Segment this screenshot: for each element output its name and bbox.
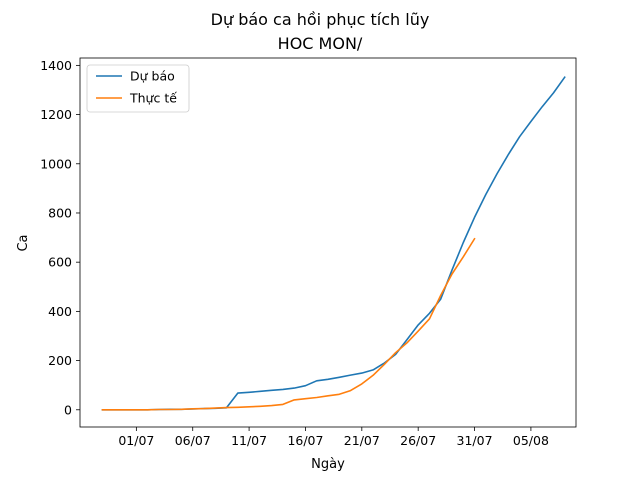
x-tick-label: 16/07 xyxy=(287,433,323,448)
legend-label-actual: Thực tế xyxy=(129,91,177,106)
y-tick-label: 200 xyxy=(48,353,72,368)
axes-layer: 01/07 06/07 11/07 16/07 21/07 26/07 31/07 05/08… xyxy=(40,58,549,448)
y-tick-label: 600 xyxy=(48,255,72,270)
x-tick-label: 21/07 xyxy=(344,433,380,448)
x-tick-label: 11/07 xyxy=(231,433,267,448)
y-tick-label: 1000 xyxy=(40,156,72,171)
chart-subtitle: HOC MON/ xyxy=(278,34,363,53)
plot-frame xyxy=(79,57,577,428)
legend-label-forecast: Dự báo xyxy=(130,69,175,84)
chart-title: Dự báo ca hồi phục tích lũy xyxy=(211,10,430,29)
series-line-1 xyxy=(101,237,476,411)
y-tick-label: 400 xyxy=(48,304,72,319)
y-axis-label: Ca xyxy=(16,234,31,251)
x-tick-label: 05/08 xyxy=(513,433,549,448)
x-axis-label: Ngày xyxy=(311,457,345,472)
series-layer xyxy=(101,76,566,411)
y-tick-label: 1400 xyxy=(40,58,72,73)
x-tick-label: 31/07 xyxy=(457,433,493,448)
y-tick-label: 0 xyxy=(64,402,72,417)
x-tick-label: 01/07 xyxy=(118,433,154,448)
x-tick-label: 26/07 xyxy=(400,433,436,448)
y-tick-label: 800 xyxy=(48,205,72,220)
x-tick-label: 06/07 xyxy=(175,433,211,448)
y-tick-label: 1200 xyxy=(40,107,72,122)
legend: Dự báo Thực tế xyxy=(86,64,190,113)
